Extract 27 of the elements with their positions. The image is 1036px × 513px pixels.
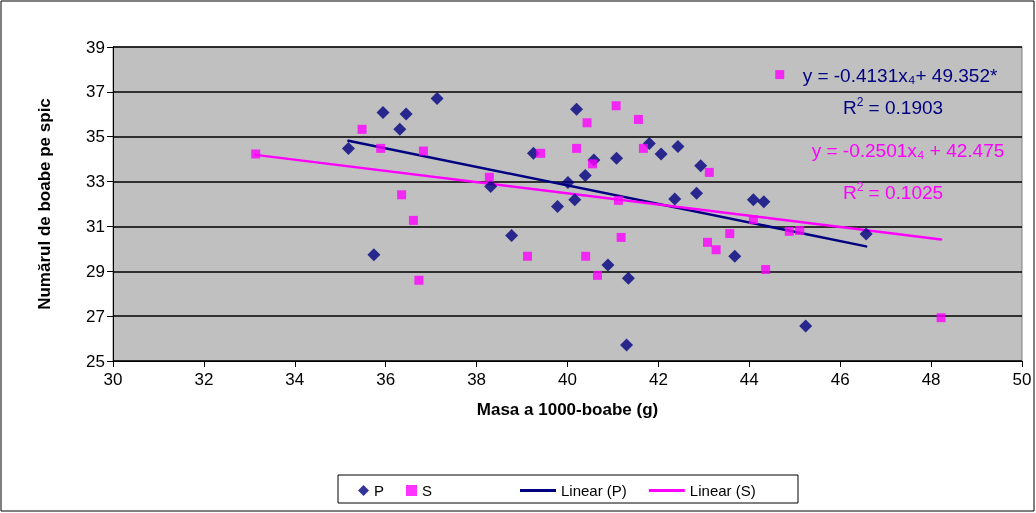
y-tick-label: 29: [86, 261, 105, 281]
legend-label: S: [422, 482, 433, 499]
legend-label: Linear (S): [689, 482, 756, 499]
x-tick-label: 40: [558, 370, 577, 389]
x-tick-label: 30: [103, 370, 123, 389]
x-tick-label: 36: [376, 370, 396, 389]
x-tick-label: 34: [285, 370, 305, 389]
x-axis-title: Masa a 1000-boabe (g): [476, 400, 659, 419]
y-tick-label: 35: [86, 127, 105, 147]
y-axis-title: Numărul de boabe pe spic: [35, 98, 54, 310]
legend-label: P: [374, 482, 385, 499]
y-tick-label: 25: [86, 351, 105, 371]
y-tick-label: 33: [86, 172, 105, 192]
annotation: y = -0.2501x₄ + 42.475: [811, 139, 1005, 161]
y-tick-label: 27: [86, 306, 105, 326]
y-tick-label: 37: [86, 82, 105, 102]
x-tick-label: 50: [1012, 370, 1032, 389]
x-tick-label: 42: [648, 370, 668, 389]
x-tick-label: 38: [467, 370, 487, 389]
x-tick-label: 32: [194, 370, 214, 389]
x-tick-label: 48: [921, 370, 941, 389]
x-tick-label: 44: [739, 370, 759, 389]
y-tick-label: 31: [86, 216, 105, 236]
x-tick-label: 46: [830, 370, 850, 389]
annotation: y = -0.4131x₄+ 49.352*: [802, 64, 998, 86]
legend-label: Linear (P): [561, 482, 627, 499]
y-tick-label: 39: [86, 37, 105, 57]
